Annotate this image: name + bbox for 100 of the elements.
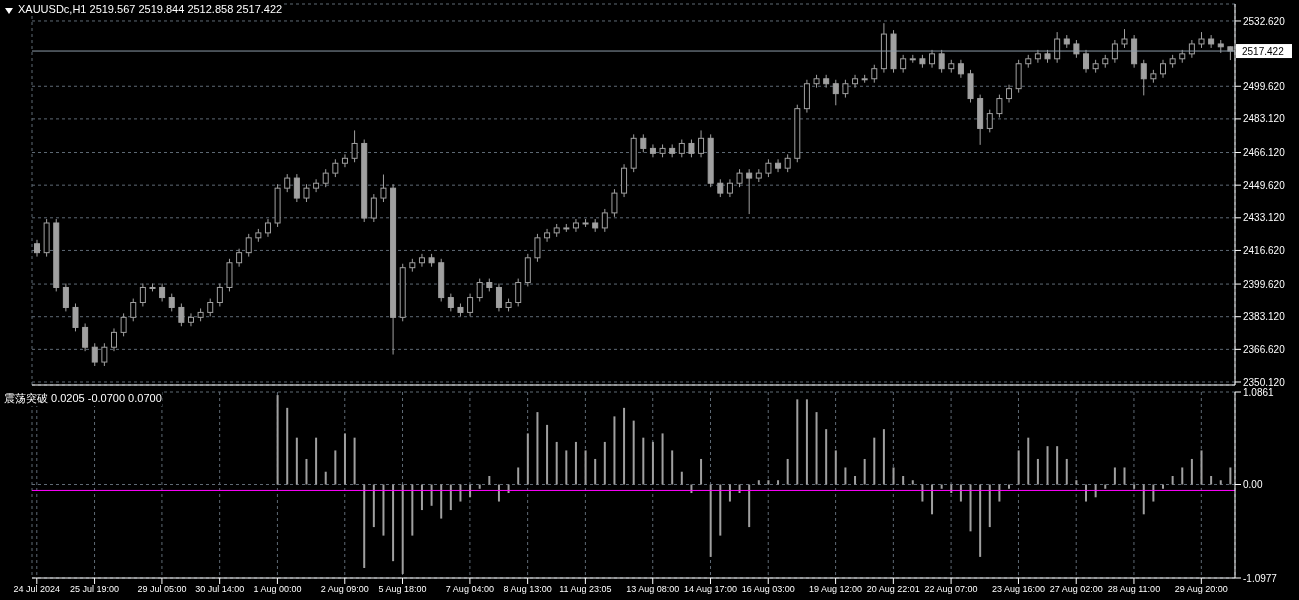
candlestick [380,174,387,203]
bar [1190,458,1193,485]
bar [1152,484,1155,502]
y-tick-label: 2366.620 [1243,343,1286,355]
bar [844,467,847,485]
candlestick [72,303,79,332]
bar [295,437,298,485]
candlestick [746,168,753,215]
bar [497,484,500,502]
candlestick [82,322,89,352]
x-tick-label: 24 Jul 2024 [13,584,61,595]
candlestick [1140,59,1147,96]
bar [728,484,731,502]
bar [565,450,568,485]
bar [834,450,837,485]
bar [988,484,991,528]
candlestick [187,312,194,327]
x-tick-label: 25 Jul 19:00 [70,584,120,595]
candlestick [871,64,878,84]
candlestick [515,278,522,307]
bar [334,450,337,485]
bar [777,480,780,485]
candlestick [1121,28,1128,49]
candlestick [1160,59,1167,79]
bar [767,480,770,485]
ref-line-label: 2517.422 [1242,46,1285,58]
bar [651,441,654,485]
bar [324,471,327,485]
bar [536,412,539,485]
bar [459,484,462,502]
candlestick [293,173,300,203]
bar [305,458,308,485]
bar [286,407,289,485]
bar [1075,480,1078,485]
candlestick [351,129,358,163]
candlestick [159,283,166,303]
bar [1171,475,1174,485]
x-tick-label: 13 Aug 08:00 [626,584,680,595]
candlestick [341,153,348,168]
bar [805,399,808,485]
bar [401,484,404,574]
candlestick [534,233,541,263]
candlestick [611,188,618,218]
bar [931,484,934,515]
x-tick-label: 22 Aug 07:00 [924,584,978,595]
bar [1123,467,1126,485]
bar [594,458,597,485]
candlestick [1208,34,1215,49]
candlestick [601,208,608,233]
x-tick-label: 14 Aug 17:00 [683,584,738,595]
candlestick [91,342,98,367]
y-tick-label: 2483.120 [1243,113,1286,125]
bar [574,441,577,485]
candlestick [139,283,146,307]
bar [372,484,375,528]
bar [959,484,962,502]
bar [911,480,914,485]
bar [1017,450,1020,485]
candlestick [640,133,647,153]
bar [1056,446,1059,485]
candlestick [832,79,839,106]
x-tick-label: 1 Aug 00:00 [253,584,302,595]
candlestick [284,173,291,193]
bar [661,433,664,485]
x-tick-label: 2 Aug 09:00 [320,584,369,595]
x-tick-label: 16 Aug 03:00 [741,584,795,595]
candlestick [322,168,329,188]
bar [700,458,703,485]
candlestick [996,94,1003,119]
bar [440,484,443,519]
bar [873,437,876,485]
chart-title: XAUUSDc,H1 2519.567 2519.844 2512.858 2517.422 [18,3,283,15]
x-tick-label: 20 Aug 22:01 [866,584,920,595]
bar [1036,458,1039,485]
bar [1113,467,1116,485]
bar [1046,446,1049,485]
bar [613,416,616,485]
x-tick-label: 27 Aug 02:00 [1049,584,1103,595]
y-tick-label: 2416.620 [1243,244,1286,256]
y-tick-label: 2350.120 [1243,376,1286,388]
x-tick-label: 29 Aug 20:00 [1174,584,1228,595]
bar [1065,458,1068,485]
bar [584,450,587,485]
bar [1229,467,1232,485]
candlestick [467,293,474,317]
bar [979,484,982,557]
candlestick [986,109,993,133]
candlestick [736,168,743,188]
bar [998,484,1001,502]
x-tick-label: 11 Aug 23:05 [559,584,612,595]
bar [825,429,828,485]
bar [1085,484,1088,502]
bar [757,480,760,485]
x-tick-label: 19 Aug 12:00 [809,584,863,595]
candlestick [418,253,425,268]
bar [796,399,799,485]
bar [449,484,452,511]
bar [546,424,549,485]
bar [815,412,818,485]
bar [632,420,635,485]
